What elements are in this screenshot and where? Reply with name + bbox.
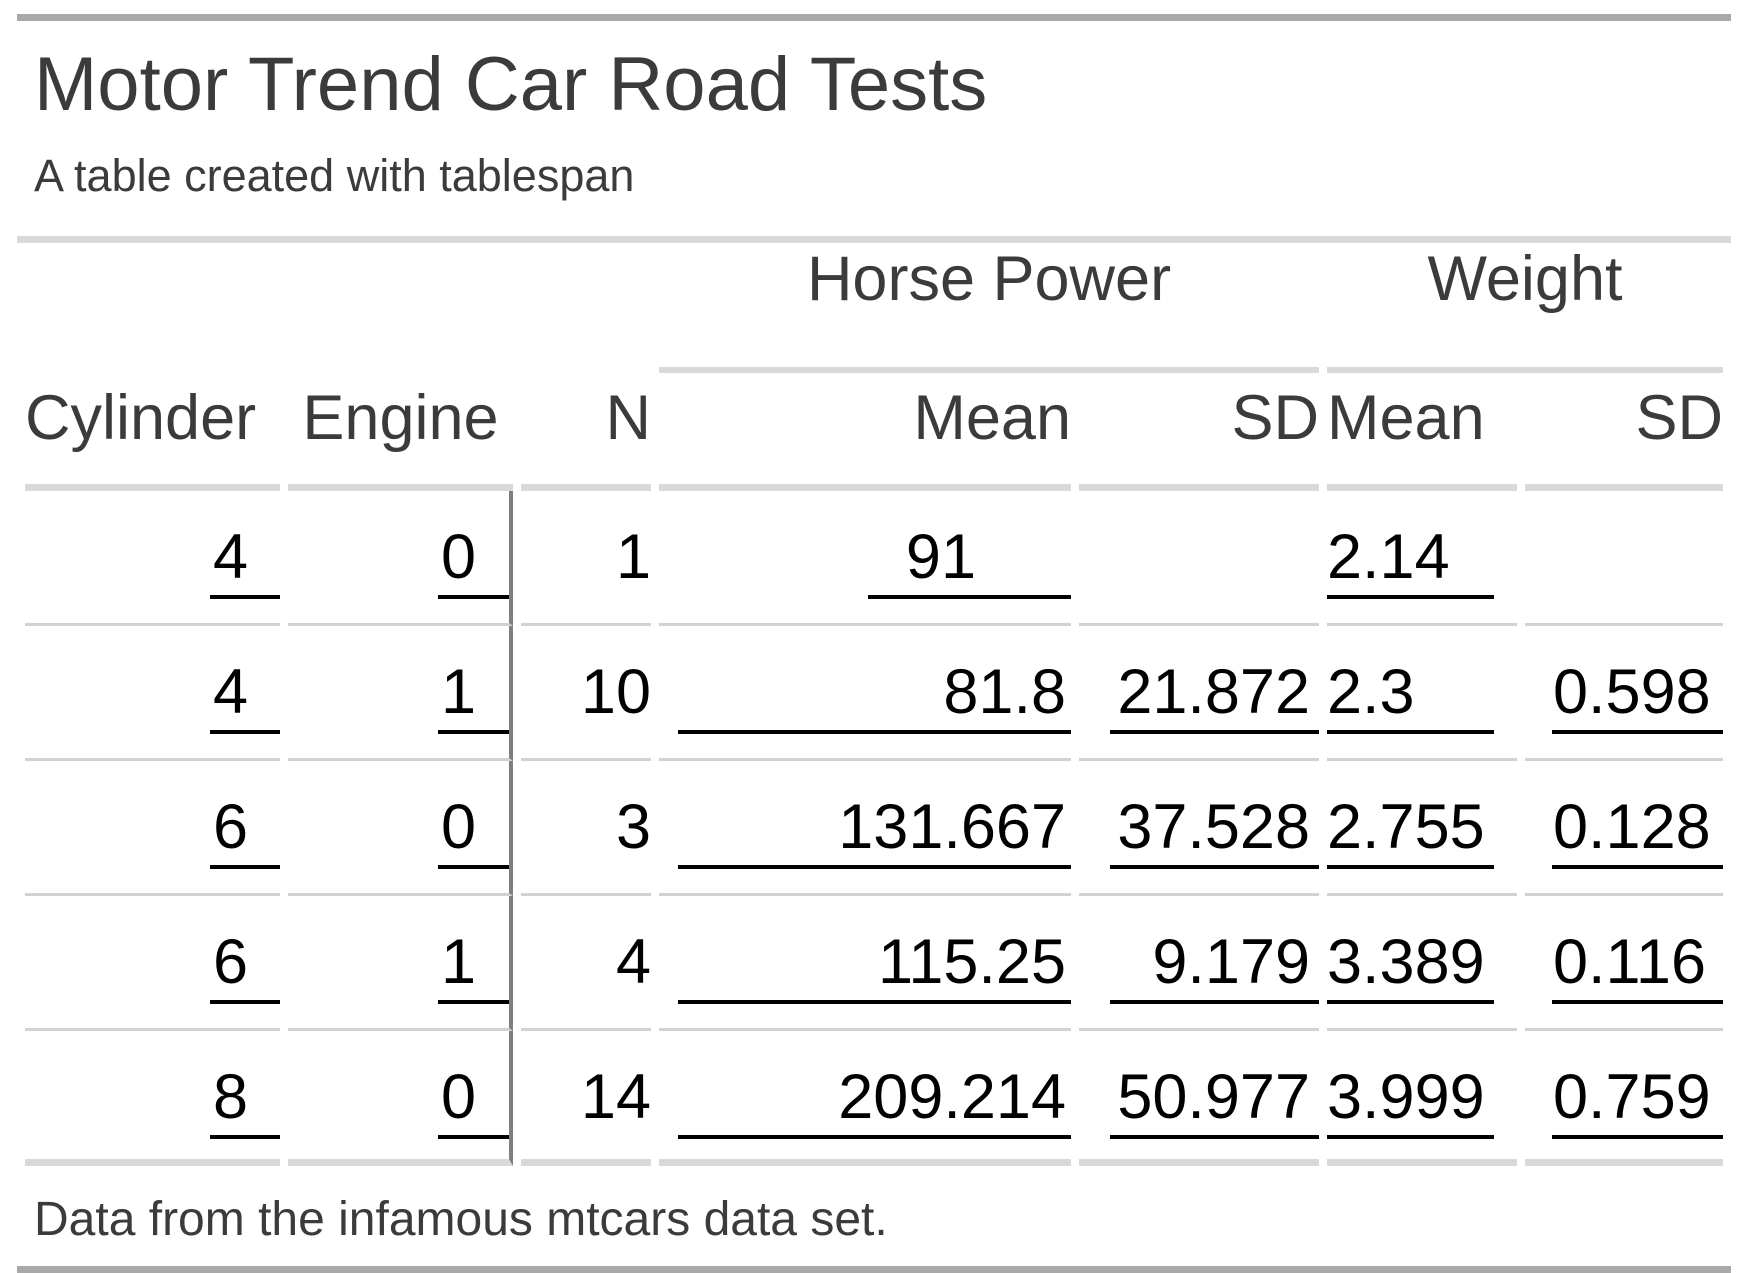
cell-wt-mean: 2.755 <box>1327 761 1518 896</box>
cell-value: 0.598 <box>1552 661 1724 734</box>
cell-n: 10 <box>521 626 651 761</box>
cell-hp-sd <box>1079 491 1320 626</box>
cell-value: 0 <box>438 1066 509 1139</box>
cell-value: 0.759 <box>1552 1066 1724 1139</box>
cell-hp-sd: 37.528 <box>1079 761 1320 896</box>
page-title: Motor Trend Car Road Tests <box>34 42 988 127</box>
table-row: 4 1 10 81.8 21.872 2.3 0.598 <box>25 626 1724 761</box>
cell-value: 0.128 <box>1552 796 1724 869</box>
cell-wt-mean: 3.389 <box>1327 896 1518 1031</box>
cell-n: 4 <box>521 896 651 1031</box>
cell-value: 0.116 <box>1552 931 1724 1004</box>
cell-hp-mean: 131.667 <box>659 761 1071 896</box>
cell-wt-mean: 2.3 <box>1327 626 1518 761</box>
cell-value: 4 <box>210 661 280 734</box>
bottom-rule <box>17 1266 1731 1273</box>
subtitle-rule <box>17 236 1731 243</box>
cell-value: 0 <box>438 526 509 599</box>
cell-hp-mean: 209.214 <box>659 1031 1071 1166</box>
cell-cylinder: 6 <box>25 761 280 896</box>
table-footnote: Data from the infamous mtcars data set. <box>34 1193 888 1246</box>
cell-value: 21.872 <box>1110 661 1320 734</box>
cell-cylinder: 4 <box>25 491 280 626</box>
column-header-wt-sd: SD <box>1525 373 1724 491</box>
cell-value: 0 <box>438 796 509 869</box>
cell-wt-sd: 0.598 <box>1525 626 1724 761</box>
cell-engine: 0 <box>288 491 513 626</box>
column-header-row: Cylinder Engine N Mean SD Mean SD <box>25 373 1724 491</box>
cell-value: 3 <box>615 792 651 862</box>
cell-value: 2.755 <box>1327 796 1495 869</box>
cell-hp-sd: 9.179 <box>1079 896 1320 1031</box>
cell-cylinder: 4 <box>25 626 280 761</box>
cell-value: 2.3 <box>1327 661 1495 734</box>
cell-value: 1 <box>438 661 509 734</box>
table-row: 8 0 14 209.214 50.977 3.999 0.759 <box>25 1031 1724 1166</box>
cell-n: 1 <box>521 491 651 626</box>
cell-value: 209.214 <box>678 1066 1071 1139</box>
cell-value: 131.667 <box>678 796 1071 869</box>
cell-value: 6 <box>210 931 280 1004</box>
spanner-empty <box>25 243 651 373</box>
column-header-hp-mean: Mean <box>659 373 1071 491</box>
cell-engine: 1 <box>288 626 513 761</box>
cell-engine: 1 <box>288 896 513 1031</box>
cell-value: 81.8 <box>678 661 1071 734</box>
cell-value: 9.179 <box>1110 931 1320 1004</box>
cell-wt-mean: 3.999 <box>1327 1031 1518 1166</box>
cell-value: 3.999 <box>1327 1066 1495 1139</box>
cell-hp-mean: 115.25 <box>659 896 1071 1031</box>
cell-wt-sd <box>1525 491 1724 626</box>
cell-wt-sd: 0.128 <box>1525 761 1724 896</box>
cell-value: 4 <box>615 927 651 997</box>
cell-hp-sd: 21.872 <box>1079 626 1320 761</box>
cell-value: 4 <box>210 526 280 599</box>
cell-cylinder: 8 <box>25 1031 280 1166</box>
top-rule <box>17 14 1731 21</box>
cell-value: 6 <box>210 796 280 869</box>
cell-value: 10 <box>580 657 651 727</box>
cell-cylinder: 6 <box>25 896 280 1031</box>
cell-value: 2.14 <box>1327 526 1495 599</box>
cell-hp-mean: 91 <box>659 491 1071 626</box>
spanner-weight: Weight <box>1327 243 1724 373</box>
cell-value: 1 <box>438 931 509 1004</box>
column-header-hp-sd: SD <box>1079 373 1320 491</box>
cell-value: 50.977 <box>1110 1066 1320 1139</box>
spanner-horse-power: Horse Power <box>659 243 1320 373</box>
cell-wt-sd: 0.116 <box>1525 896 1724 1031</box>
column-header-cylinder: Cylinder <box>25 373 280 491</box>
cell-value: 1 <box>615 522 651 592</box>
cell-wt-mean: 2.14 <box>1327 491 1518 626</box>
page-subtitle: A table created with tablespan <box>34 150 635 201</box>
table-row: 6 0 3 131.667 37.528 2.755 0.128 <box>25 761 1724 896</box>
column-header-n: N <box>521 373 651 491</box>
spanner-row: Horse Power Weight <box>25 243 1724 373</box>
cell-value: 115.25 <box>678 931 1071 1004</box>
cell-value: 14 <box>580 1062 651 1132</box>
table-row: 4 0 1 91 2.14 <box>25 491 1724 626</box>
table-row: 6 1 4 115.25 9.179 3.389 0.116 <box>25 896 1724 1031</box>
cell-value: 3.389 <box>1327 931 1495 1004</box>
cell-wt-sd: 0.759 <box>1525 1031 1724 1166</box>
cell-value: 91 <box>868 526 1071 599</box>
cell-n: 3 <box>521 761 651 896</box>
cell-hp-sd: 50.977 <box>1079 1031 1320 1166</box>
cell-value: 8 <box>210 1066 280 1139</box>
cell-n: 14 <box>521 1031 651 1166</box>
data-table: Horse Power Weight Cylinder Engine N Mea… <box>17 243 1731 1166</box>
cell-hp-mean: 81.8 <box>659 626 1071 761</box>
cell-engine: 0 <box>288 761 513 896</box>
cell-value: 37.528 <box>1110 796 1320 869</box>
cell-engine: 0 <box>288 1031 513 1166</box>
column-header-engine: Engine <box>288 373 513 491</box>
column-header-wt-mean: Mean <box>1327 373 1518 491</box>
